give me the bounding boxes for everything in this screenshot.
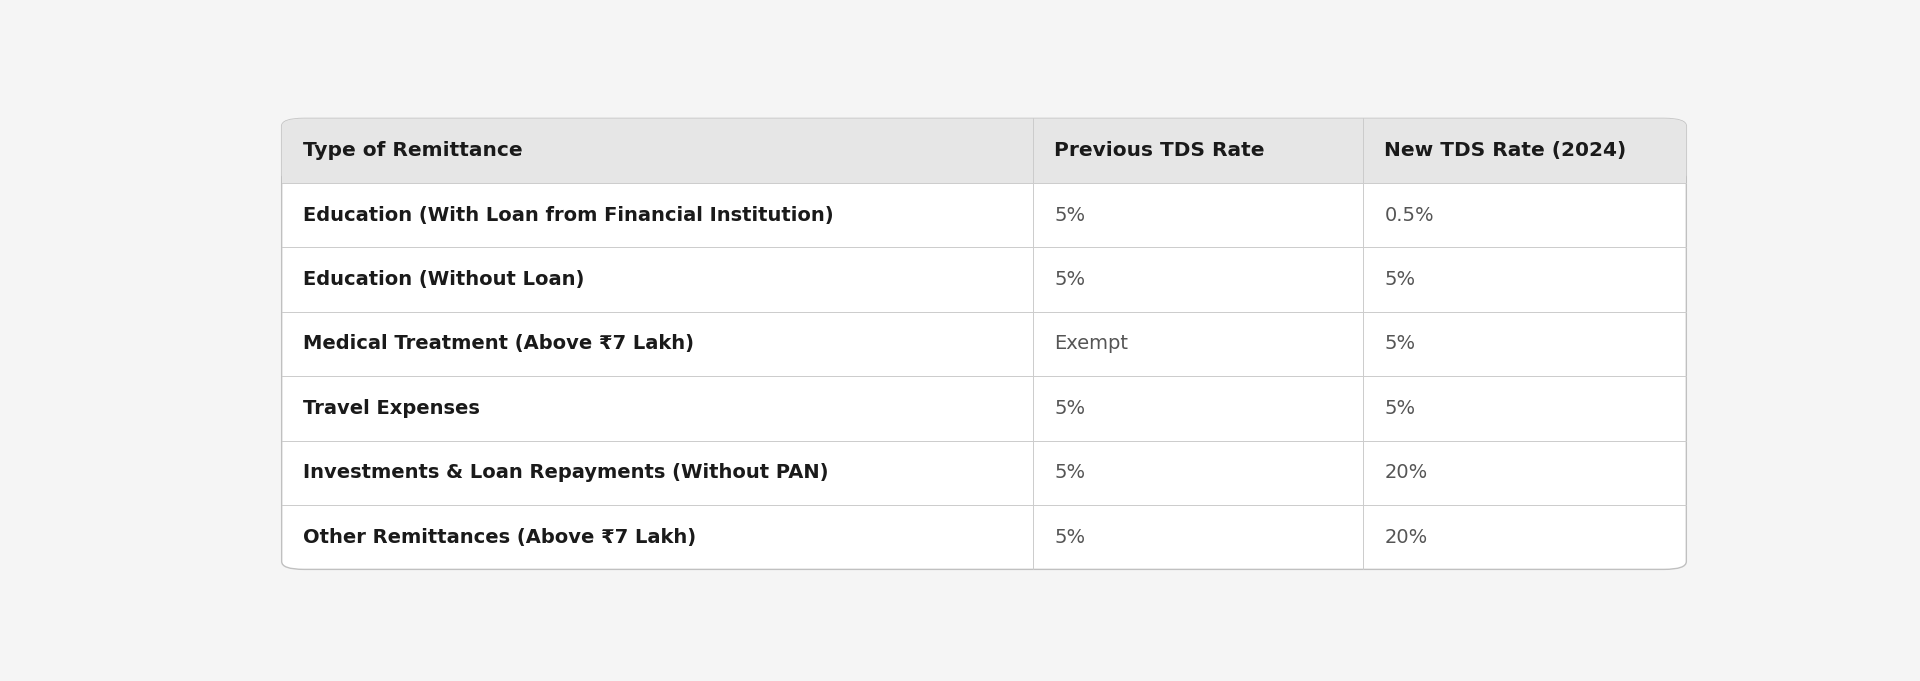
- Text: Travel Expenses: Travel Expenses: [303, 399, 480, 418]
- FancyBboxPatch shape: [282, 118, 1686, 569]
- Text: 5%: 5%: [1054, 528, 1085, 547]
- Text: Investments & Loan Repayments (Without PAN): Investments & Loan Repayments (Without P…: [303, 463, 828, 482]
- Text: 5%: 5%: [1384, 270, 1415, 289]
- Text: Medical Treatment (Above ₹7 Lakh): Medical Treatment (Above ₹7 Lakh): [303, 334, 693, 353]
- Text: Education (Without Loan): Education (Without Loan): [303, 270, 584, 289]
- Text: New TDS Rate (2024): New TDS Rate (2024): [1384, 141, 1626, 160]
- Text: 20%: 20%: [1384, 528, 1428, 547]
- Text: 5%: 5%: [1054, 399, 1085, 418]
- Text: 0.5%: 0.5%: [1384, 206, 1434, 225]
- Text: 5%: 5%: [1054, 270, 1085, 289]
- Text: Education (With Loan from Financial Institution): Education (With Loan from Financial Inst…: [303, 206, 833, 225]
- Text: Other Remittances (Above ₹7 Lakh): Other Remittances (Above ₹7 Lakh): [303, 528, 695, 547]
- Text: 20%: 20%: [1384, 463, 1428, 482]
- Text: 5%: 5%: [1054, 463, 1085, 482]
- Text: Previous TDS Rate: Previous TDS Rate: [1054, 141, 1265, 160]
- Text: Exempt: Exempt: [1054, 334, 1129, 353]
- Text: 5%: 5%: [1384, 399, 1415, 418]
- FancyBboxPatch shape: [282, 118, 1686, 183]
- Text: 5%: 5%: [1054, 206, 1085, 225]
- Bar: [282, 151, 1686, 183]
- Text: 5%: 5%: [1384, 334, 1415, 353]
- Text: Type of Remittance: Type of Remittance: [303, 141, 522, 160]
